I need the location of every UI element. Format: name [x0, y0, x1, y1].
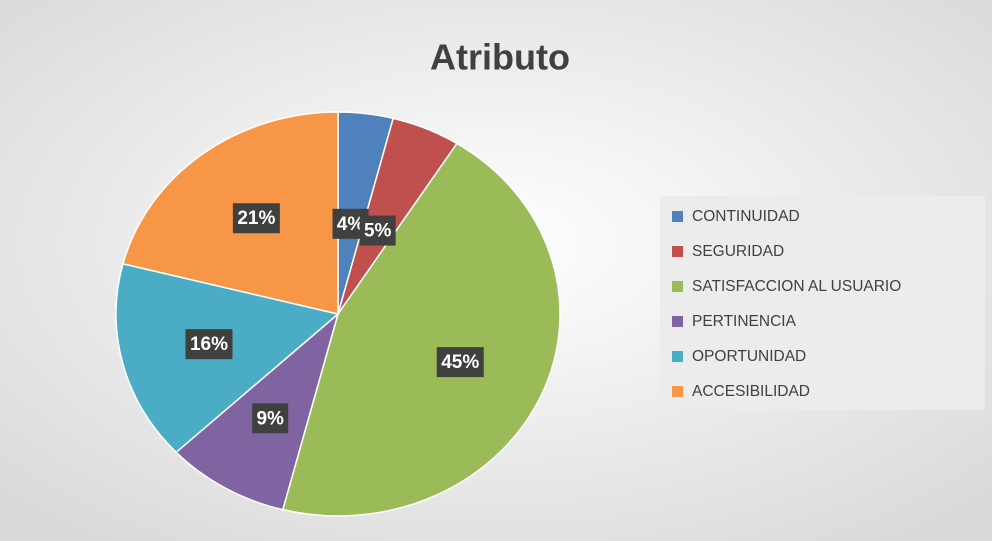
- data-label-box: [185, 329, 233, 360]
- legend-label: OPORTUNIDAD: [692, 348, 806, 365]
- data-label-box: [232, 203, 280, 234]
- legend-label: SATISFACCION AL USUARIO: [692, 278, 901, 295]
- data-label-box: [359, 215, 396, 246]
- data-label: 4%: [337, 214, 365, 235]
- legend-label: SEGURIDAD: [692, 243, 784, 260]
- data-label: 5%: [364, 221, 392, 242]
- legend-label: PERTINENCIA: [692, 313, 797, 330]
- legend-label: CONTINUIDAD: [692, 208, 800, 225]
- legend-swatch: [672, 316, 683, 327]
- pie-slice: [122, 111, 339, 315]
- pie-slice: [281, 142, 561, 517]
- legend-label: ACCESIBILIDAD: [692, 383, 810, 400]
- legend-swatch: [672, 211, 683, 222]
- data-label: 45%: [441, 352, 479, 373]
- data-label: 21%: [237, 208, 275, 229]
- legend-box: [660, 196, 985, 410]
- data-label: 16%: [190, 334, 228, 355]
- legend-swatch: [672, 351, 683, 362]
- data-label: 9%: [256, 408, 284, 429]
- legend-swatch: [672, 246, 683, 257]
- legend-swatch: [672, 386, 683, 397]
- chart-title: Atributo: [430, 37, 570, 78]
- data-label-box: [252, 403, 289, 434]
- data-label-box: [436, 347, 484, 378]
- legend-swatch: [672, 281, 683, 292]
